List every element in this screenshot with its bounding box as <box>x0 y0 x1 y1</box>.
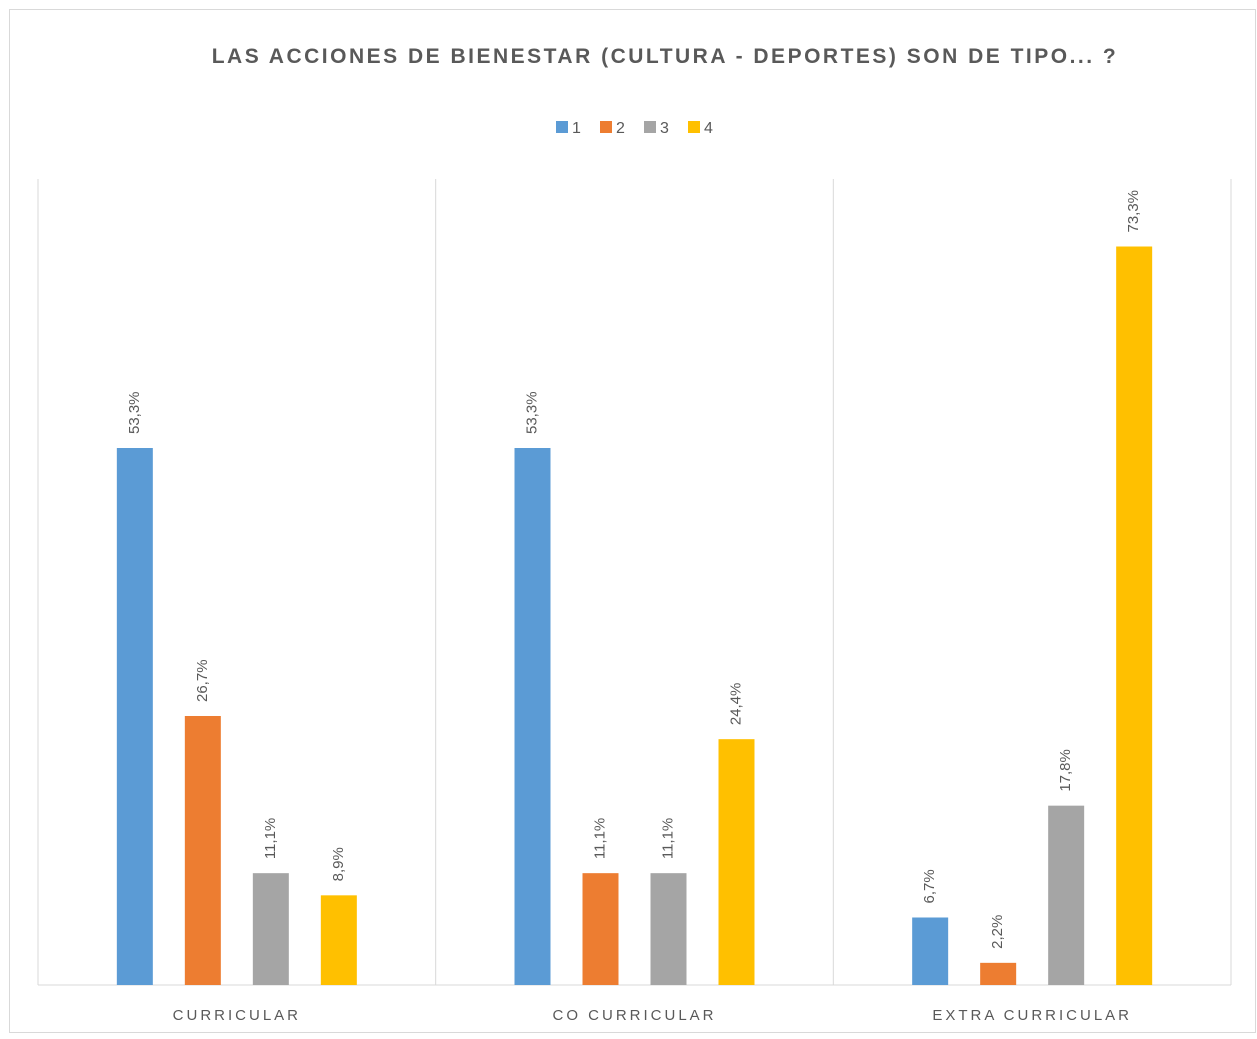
x-tick-label: EXTRA CURRICULAR <box>932 1007 1132 1024</box>
bar <box>514 448 551 985</box>
x-tick-label: CURRICULAR <box>173 1007 301 1024</box>
legend-label: 4 <box>704 120 713 137</box>
legend-swatch <box>600 121 612 133</box>
value-label: 6,7% <box>921 869 938 903</box>
value-label: 26,7% <box>194 659 211 702</box>
value-label: 11,1% <box>659 818 676 859</box>
bar <box>320 895 357 985</box>
bar <box>1116 246 1153 985</box>
value-label: 11,1% <box>262 818 279 859</box>
x-tick-label: CO CURRICULAR <box>552 1007 716 1024</box>
bar <box>912 917 949 985</box>
bar <box>582 873 619 985</box>
legend-swatch <box>644 121 656 133</box>
value-label: 53,3% <box>126 391 143 434</box>
legend-swatch <box>556 121 568 133</box>
bar <box>116 448 153 985</box>
value-label: 2,2% <box>989 915 1006 949</box>
value-label: 24,4% <box>727 683 744 726</box>
chart-title: LAS ACCIONES DE BIENESTAR (CULTURA - DEP… <box>211 45 1119 68</box>
legend-label: 2 <box>616 120 625 137</box>
value-label: 11,1% <box>591 818 608 859</box>
legend-label: 3 <box>660 120 669 137</box>
bar <box>252 873 289 985</box>
value-label: 53,3% <box>523 391 540 434</box>
value-label: 8,9% <box>330 847 347 881</box>
bar <box>184 715 221 985</box>
bar <box>650 873 687 985</box>
chart-frame <box>9 9 1256 1033</box>
value-label: 73,3% <box>1125 190 1142 233</box>
bar <box>980 962 1017 985</box>
value-label: 17,8% <box>1057 749 1074 792</box>
legend-label: 1 <box>572 120 581 137</box>
bar <box>718 739 755 985</box>
legend-swatch <box>688 121 700 133</box>
bar <box>1048 805 1085 985</box>
